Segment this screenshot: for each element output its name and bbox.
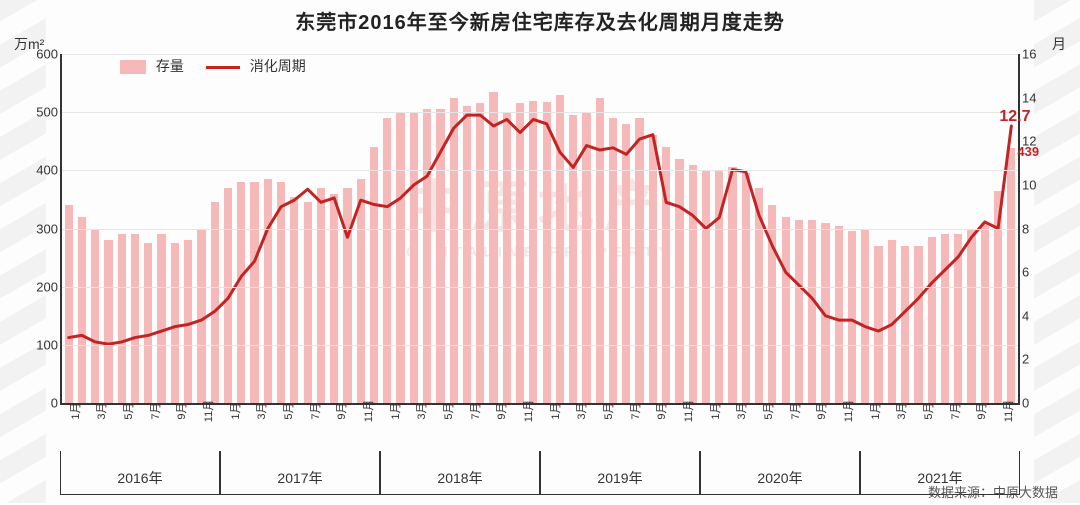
x-month-tick: 5月 — [600, 402, 616, 419]
callout: 12.7 — [999, 108, 1030, 126]
x-month-tick: 1月 — [387, 402, 403, 419]
x-axis-area: 1月3月5月7月9月11月2016年1月3月5月7月9月11月2017年1月3月… — [60, 407, 1020, 503]
chart-container: 中原地产CENTALINE PROPERTY 东莞市2016年至今新房住宅库存及… — [0, 0, 1080, 503]
x-month-tick: 7月 — [627, 402, 643, 419]
data-source: 数据来源：中原大数据 — [928, 482, 1058, 501]
x-month-tick: 5月 — [920, 402, 936, 419]
x-month-tick: 1月 — [67, 402, 83, 419]
x-month-tick: 11月 — [680, 400, 696, 422]
x-month-tick: 3月 — [573, 402, 589, 419]
x-month-tick: 9月 — [333, 402, 349, 419]
x-month-tick: 7月 — [467, 402, 483, 419]
y1-tick: 0 — [18, 396, 58, 411]
x-month-tick: 3月 — [93, 402, 109, 419]
x-year-group: 2020年 — [700, 451, 860, 495]
y2-tick: 2 — [1022, 352, 1052, 367]
x-month-tick: 9月 — [493, 402, 509, 419]
x-month-tick: 1月 — [547, 402, 563, 419]
chart-title: 东莞市2016年至今新房住宅库存及去化周期月度走势 — [0, 6, 1080, 35]
y2-tick: 0 — [1022, 396, 1052, 411]
x-month-tick: 3月 — [413, 402, 429, 419]
x-month-tick: 9月 — [173, 402, 189, 419]
x-month-tick: 5月 — [280, 402, 296, 419]
y2-tick: 8 — [1022, 221, 1052, 236]
y1-tick: 100 — [18, 337, 58, 352]
y1-tick: 400 — [18, 163, 58, 178]
callout: 439 — [1017, 144, 1039, 159]
y1-tick: 200 — [18, 279, 58, 294]
x-month-tick: 11月 — [200, 400, 216, 422]
x-month-tick: 3月 — [253, 402, 269, 419]
x-year-group: 2016年 — [60, 451, 220, 495]
x-month-tick: 11月 — [840, 400, 856, 422]
y2-tick: 4 — [1022, 308, 1052, 323]
x-month-tick: 3月 — [893, 402, 909, 419]
x-month-tick: 5月 — [120, 402, 136, 419]
x-month-tick: 3月 — [733, 402, 749, 419]
y1-tick: 500 — [18, 105, 58, 120]
y2-tick: 14 — [1022, 90, 1052, 105]
plot-area: 0100200300400500600024681012141612.7439 — [60, 54, 1020, 405]
watermark-right — [1034, 0, 1080, 503]
y2-tick: 6 — [1022, 265, 1052, 280]
y2-axis-label: 月 — [1052, 34, 1066, 54]
x-month-tick: 9月 — [973, 402, 989, 419]
x-month-tick: 5月 — [760, 402, 776, 419]
x-year-group: 2017年 — [220, 451, 380, 495]
x-month-tick: 1月 — [867, 402, 883, 419]
x-month-tick: 1月 — [707, 402, 723, 419]
x-month-tick: 1月 — [227, 402, 243, 419]
watermark-left — [0, 0, 46, 503]
x-month-tick: 7月 — [787, 402, 803, 419]
y1-tick: 600 — [18, 47, 58, 62]
x-month-tick: 7月 — [147, 402, 163, 419]
x-year-group: 2018年 — [380, 451, 540, 495]
x-month-tick: 7月 — [947, 402, 963, 419]
y2-tick: 16 — [1022, 47, 1052, 62]
cycle-line — [69, 115, 1012, 344]
x-month-tick: 11月 — [360, 400, 376, 422]
x-month-tick: 11月 — [1000, 400, 1016, 422]
x-month-tick: 9月 — [653, 402, 669, 419]
x-month-tick: 5月 — [440, 402, 456, 419]
x-month-tick: 11月 — [520, 400, 536, 422]
x-month-tick: 9月 — [813, 402, 829, 419]
x-month-tick: 7月 — [307, 402, 323, 419]
y1-tick: 300 — [18, 221, 58, 236]
x-year-group: 2019年 — [540, 451, 700, 495]
y2-tick: 10 — [1022, 177, 1052, 192]
